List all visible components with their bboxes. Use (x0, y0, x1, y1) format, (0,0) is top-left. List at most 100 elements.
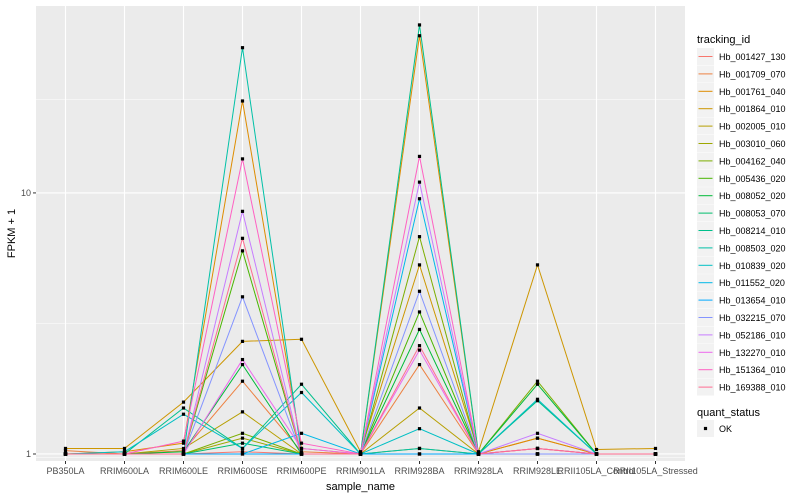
data-point (240, 295, 245, 299)
data-point (417, 197, 422, 201)
legend-title: tracking_id (697, 34, 750, 46)
data-point (653, 446, 658, 451)
data-point (299, 446, 304, 451)
data-point (299, 390, 304, 395)
data-point (240, 446, 245, 451)
data-point (240, 410, 245, 414)
data-point (417, 289, 422, 293)
data-point (417, 344, 422, 348)
data-point (240, 379, 245, 383)
data-point (240, 436, 245, 440)
data-point (63, 449, 68, 453)
legend-label: Hb_052186_010 (719, 330, 786, 340)
shape-legend-label: OK (719, 424, 732, 434)
x-axis-title: sample_name (326, 481, 395, 493)
data-point (240, 357, 245, 362)
data-point (181, 412, 186, 416)
legend-label: Hb_002005_010 (719, 122, 786, 132)
data-point (240, 362, 245, 367)
legend-label: Hb_001427_130 (719, 52, 786, 62)
data-point (417, 406, 422, 410)
data-point (122, 450, 127, 454)
data-point (181, 446, 186, 451)
grid-lines (36, 6, 685, 461)
legend-label: Hb_008052_020 (719, 191, 786, 201)
axes: 1 10 PB350LA RRIM600LA RRIM600LE RRIM600SE RRI… (21, 188, 698, 476)
x-tick-label: RRIM600LE (159, 466, 208, 476)
data-point (181, 406, 186, 410)
data-point (358, 452, 363, 456)
data-point (417, 23, 422, 27)
data-point (417, 154, 422, 159)
data-point (240, 431, 245, 435)
data-point (535, 452, 540, 456)
x-tick-label: RRIM600LA (100, 466, 149, 476)
data-point (535, 379, 540, 383)
data-point (240, 46, 245, 50)
shape-legend-point (703, 426, 708, 431)
legend-label: Hb_032215_070 (719, 313, 786, 323)
legend-label: Hb_001761_040 (719, 87, 786, 97)
data-point (240, 236, 245, 240)
legend-label: Hb_003010_060 (719, 139, 786, 149)
data-point (181, 439, 186, 443)
x-tick-label: PB350LA (46, 466, 84, 476)
data-point (535, 431, 540, 435)
data-point (299, 337, 304, 341)
data-point (417, 263, 422, 267)
shape-legend-title: quant_status (697, 407, 760, 419)
data-point (476, 452, 481, 456)
y-tick-label: 10 (21, 188, 31, 198)
legend-label: Hb_008503_020 (719, 243, 786, 253)
data-point (240, 450, 245, 454)
data-point (417, 362, 422, 367)
data-point (181, 441, 186, 445)
x-tick-label: RRIM928LA (454, 466, 503, 476)
data-point (299, 382, 304, 386)
data-points (63, 23, 658, 456)
legend-label: Hb_005436_020 (719, 174, 786, 184)
data-point (299, 452, 304, 456)
data-point (181, 452, 186, 456)
data-point (535, 382, 540, 386)
legend-label: Hb_013654_010 (719, 296, 786, 306)
data-point (417, 180, 422, 184)
data-point (358, 450, 363, 454)
data-point (417, 427, 422, 431)
data-point (240, 209, 245, 213)
legend-label: Hb_008053_070 (719, 209, 786, 219)
data-point (63, 446, 68, 451)
y-tick-label: 1 (26, 449, 31, 459)
legend-label: Hb_001864_010 (719, 104, 786, 114)
legend-label: Hb_008214_010 (719, 226, 786, 236)
data-point (594, 452, 599, 456)
data-point (299, 431, 304, 435)
data-point (299, 441, 304, 445)
data-point (417, 348, 422, 352)
data-point (240, 452, 245, 456)
data-point (122, 452, 127, 456)
x-tick-label: RRIM928LE (513, 466, 562, 476)
data-point (417, 310, 422, 314)
legend-label: Hb_011552_020 (719, 278, 785, 288)
data-point (535, 436, 540, 440)
data-point (122, 446, 127, 451)
legend-label: Hb_004162_040 (719, 156, 786, 166)
x-tick-label: RRIM600PE (276, 466, 326, 476)
legend-label: Hb_132270_010 (719, 348, 786, 358)
x-tick-label: RRIM901LA (336, 466, 385, 476)
data-point (299, 450, 304, 454)
y-axis-title: FPKM + 1 (6, 209, 18, 258)
x-tick-label: RRIM928BA (394, 466, 444, 476)
x-tick-label: RRII105LA_Control (557, 466, 635, 476)
legend-label: Hb_151364_010 (719, 365, 786, 375)
data-point (417, 235, 422, 239)
data-point (535, 263, 540, 267)
data-point (240, 157, 245, 161)
data-point (417, 446, 422, 451)
data-point (63, 452, 68, 456)
legend-label: Hb_001709_070 (719, 69, 786, 79)
data-point (594, 447, 599, 452)
data-point (240, 249, 245, 253)
